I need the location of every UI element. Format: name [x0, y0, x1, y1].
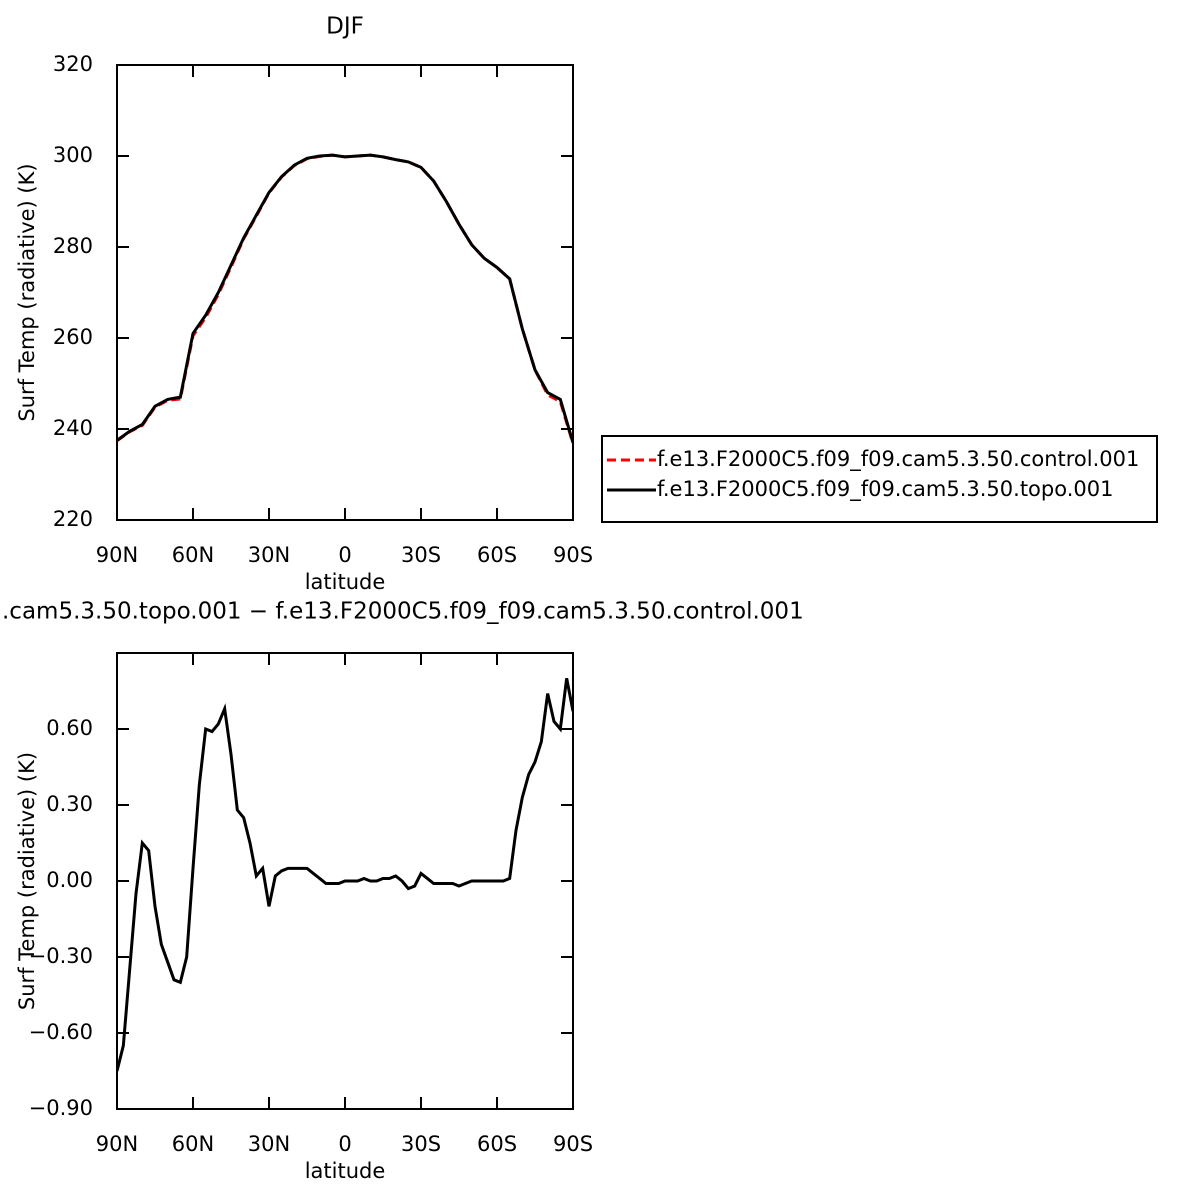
- y-tick-label: 320: [53, 52, 93, 76]
- y-axis-label: Surf Temp (radiative) (K): [15, 752, 39, 1010]
- x-tick-label: 30N: [248, 543, 290, 567]
- x-tick-label: 0: [338, 1132, 351, 1156]
- x-tick-label: 0: [338, 543, 351, 567]
- legend-label: f.e13.F2000C5.f09_f09.cam5.3.50.topo.001: [657, 477, 1113, 502]
- x-tick-label: 90S: [553, 1132, 593, 1156]
- legend-box: [601, 435, 1158, 523]
- x-tick-label: 60S: [477, 1132, 517, 1156]
- data-line: [117, 678, 573, 1072]
- y-tick-label: 300: [53, 143, 93, 167]
- y-axis-label: Surf Temp (radiative) (K): [15, 163, 39, 421]
- y-tick-label: 240: [53, 416, 93, 440]
- y-tick-label: −0.90: [29, 1096, 93, 1120]
- y-tick-label: 260: [53, 325, 93, 349]
- y-tick-label: −0.30: [29, 944, 93, 968]
- x-tick-label: 90N: [96, 543, 138, 567]
- x-tick-label: 60N: [172, 1132, 214, 1156]
- plot-frame: [116, 64, 574, 521]
- chart-title: DJF: [326, 14, 364, 40]
- y-tick-label: 220: [53, 507, 93, 531]
- data-line: [117, 153, 573, 444]
- x-tick-label: 90S: [553, 543, 593, 567]
- x-tick-label: 30N: [248, 1132, 290, 1156]
- x-tick-label: 30S: [401, 543, 441, 567]
- x-tick-label: 60S: [477, 543, 517, 567]
- chart-title: .cam5.3.50.topo.001 − f.e13.F2000C5.f09_…: [2, 599, 804, 625]
- y-tick-label: 0.00: [46, 868, 93, 892]
- x-tick-label: 90N: [96, 1132, 138, 1156]
- y-tick-label: 280: [53, 234, 93, 258]
- y-tick-label: −0.60: [29, 1020, 93, 1044]
- y-tick-label: 0.60: [46, 716, 93, 740]
- x-axis-label: latitude: [305, 1159, 386, 1183]
- x-tick-label: 60N: [172, 543, 214, 567]
- legend-label: f.e13.F2000C5.f09_f09.cam5.3.50.control.…: [657, 447, 1139, 472]
- data-line: [117, 153, 573, 444]
- x-axis-label: latitude: [305, 570, 386, 594]
- x-tick-label: 30S: [401, 1132, 441, 1156]
- y-tick-label: 0.30: [46, 792, 93, 816]
